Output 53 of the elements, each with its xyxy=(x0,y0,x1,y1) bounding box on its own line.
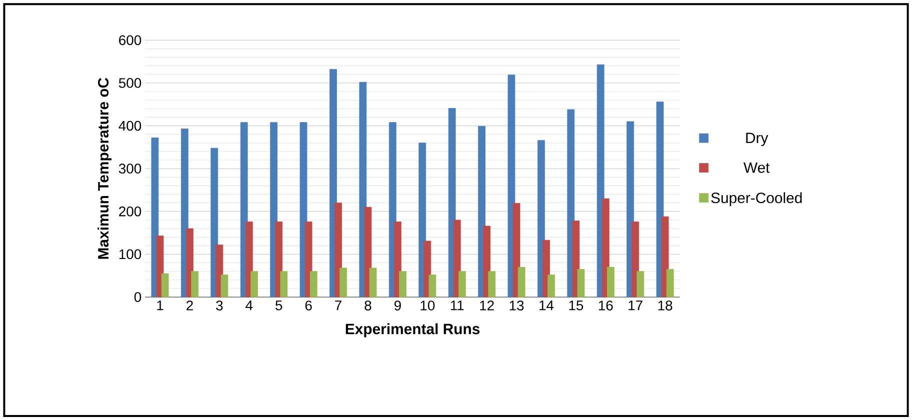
x-tick-label: 6 xyxy=(305,300,312,310)
legend-label: Wet xyxy=(744,162,770,173)
bar xyxy=(428,274,436,298)
x-tick-label: 4 xyxy=(246,300,253,310)
x-tick-label: 9 xyxy=(394,300,401,310)
bar xyxy=(310,271,318,298)
x-tick-label: 16 xyxy=(598,300,613,310)
bar xyxy=(602,198,610,298)
x-tick-label: 2 xyxy=(186,300,193,310)
bar xyxy=(191,271,198,298)
x-tick-label: 15 xyxy=(569,300,584,310)
x-tick-label: 12 xyxy=(480,300,494,310)
bar xyxy=(250,271,258,298)
bar xyxy=(280,271,288,298)
bar xyxy=(369,268,377,298)
y-tick-label: 0 xyxy=(134,292,142,302)
bar xyxy=(304,221,312,298)
x-tick-label: 17 xyxy=(628,300,642,310)
x-tick-label: 3 xyxy=(216,300,223,310)
y-tick-label: 600 xyxy=(119,35,142,46)
y-tick-label: 500 xyxy=(118,78,142,88)
x-tick-label: 8 xyxy=(364,300,372,310)
x-tick-label: 14 xyxy=(540,300,554,310)
bar xyxy=(518,266,526,298)
bar xyxy=(488,271,496,298)
bar xyxy=(453,220,461,298)
x-tick-label: 1 xyxy=(157,300,164,310)
x-tick-label: 7 xyxy=(335,300,342,310)
x-tick-label: 11 xyxy=(450,300,464,310)
bar xyxy=(458,271,466,298)
bar xyxy=(548,274,555,298)
y-tick-label: 200 xyxy=(119,206,142,216)
bar xyxy=(399,271,406,298)
bar xyxy=(577,268,585,298)
bar xyxy=(636,271,644,298)
legend-label: Super-Cooled xyxy=(711,192,802,206)
text: Dry xyxy=(746,132,768,146)
bar xyxy=(161,273,169,298)
bar xyxy=(606,266,614,298)
y-tick-label: 300 xyxy=(118,164,142,174)
bar xyxy=(661,216,669,298)
x-tick-label: 13 xyxy=(510,300,524,310)
bar xyxy=(666,268,674,298)
y-axis-title: Maximun Temperature oC xyxy=(98,78,112,259)
x-tick-label: 10 xyxy=(420,300,435,310)
x-tick-label: 5 xyxy=(276,300,282,310)
x-axis-title: Experimental Runs xyxy=(346,323,480,338)
bar xyxy=(245,221,253,298)
y-tick-label: 100 xyxy=(119,249,142,260)
bar xyxy=(220,274,228,298)
x-tick-label: 18 xyxy=(658,300,672,310)
bar xyxy=(340,268,348,298)
y-tick-label: 400 xyxy=(118,120,142,131)
